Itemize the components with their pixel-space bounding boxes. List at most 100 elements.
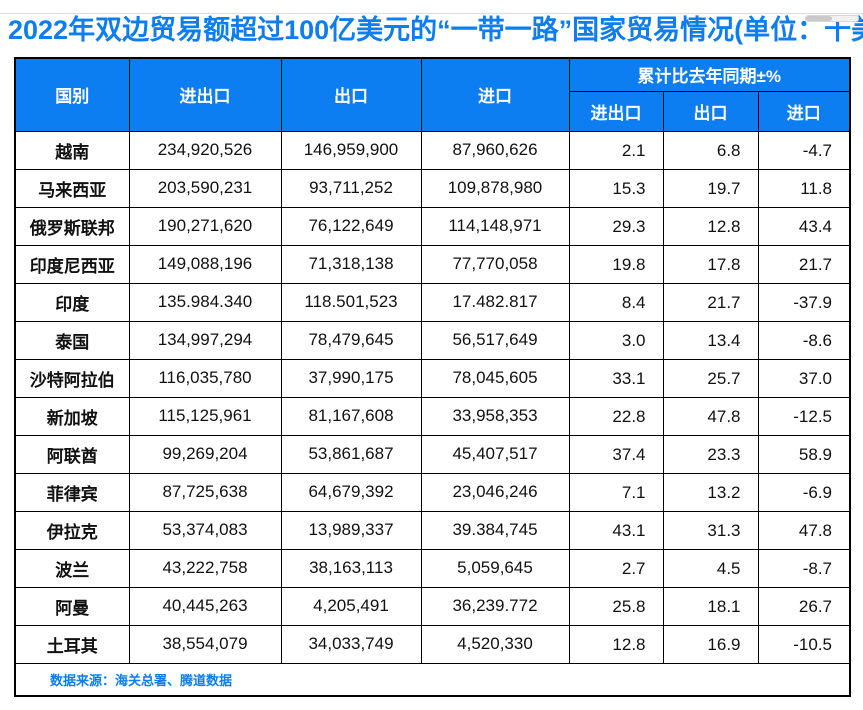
cell-yoy-imports: 21.7 <box>757 244 851 284</box>
source-note: 数据来源：海关总署、腾道数据 <box>14 662 851 697</box>
cell-yoy-total: 8.4 <box>568 282 664 322</box>
cell-yoy-exports: 13.4 <box>662 320 759 360</box>
cell-yoy-total: 29.3 <box>568 206 664 246</box>
cell-imports: 56,517,649 <box>420 320 570 360</box>
col-header-yoy-group: 累计比去年同期±% <box>568 57 851 92</box>
cell-yoy-exports: 16.9 <box>662 624 759 664</box>
table-row: 土耳其 38,554,079 34,033,749 4,520,330 12.8 16.9… <box>14 624 851 664</box>
cell-yoy-total: 43.1 <box>568 510 664 550</box>
cell-imports: 109,878,980 <box>420 168 570 208</box>
cell-yoy-exports: 19.7 <box>662 168 759 208</box>
cell-yoy-imports: -8.6 <box>757 320 851 360</box>
cell-exports: 13,989,337 <box>280 510 422 550</box>
cell-country: 沙特阿拉伯 <box>14 358 130 398</box>
cell-imports: 39.384,745 <box>420 510 570 550</box>
cell-exports: 4,205,491 <box>280 586 422 626</box>
cell-country: 土耳其 <box>14 624 130 664</box>
cell-exports: 118.501,523 <box>280 282 422 322</box>
cell-yoy-exports: 23.3 <box>662 434 759 474</box>
table-row: 印度 135.984.340 118.501,523 17.482.817 8.4 21.… <box>14 282 851 322</box>
table-row: 沙特阿拉伯 116,035,780 37,990,175 78,045,605 33.1… <box>14 358 851 398</box>
cell-yoy-imports: 11.8 <box>757 168 851 208</box>
cell-yoy-imports: 58.9 <box>757 434 851 474</box>
cell-country: 俄罗斯联邦 <box>14 206 130 246</box>
cell-total: 38,554,079 <box>128 624 282 664</box>
table-row: 俄罗斯联邦 190,271,620 76,122,649 114,148,971 29.… <box>14 206 851 246</box>
table-row: 泰国 134,997,294 78,479,645 56,517,649 3.0 13.4… <box>14 320 851 360</box>
cell-exports: 64,679,392 <box>280 472 422 512</box>
cell-yoy-imports: 37.0 <box>757 358 851 398</box>
table-row: 菲律宾 87,725,638 64,679,392 23,046,246 7.1 13.2… <box>14 472 851 512</box>
table-row: 印度尼西亚 149,088,196 71,318,138 77,770,058 19.8… <box>14 244 851 284</box>
cell-imports: 87,960,626 <box>420 130 570 170</box>
cell-yoy-imports: -8.7 <box>757 548 851 588</box>
cell-total: 115,125,961 <box>128 396 282 436</box>
cell-imports: 45,407,517 <box>420 434 570 474</box>
cell-exports: 38,163,113 <box>280 548 422 588</box>
cell-exports: 53,861,687 <box>280 434 422 474</box>
col-header-yoy-imports: 进口 <box>757 90 851 132</box>
cell-imports: 4,520,330 <box>420 624 570 664</box>
cell-yoy-exports: 31.3 <box>662 510 759 550</box>
cell-total: 87,725,638 <box>128 472 282 512</box>
cell-country: 印度 <box>14 282 130 322</box>
cell-yoy-imports: -6.9 <box>757 472 851 512</box>
table-row: 马来西亚 203,590,231 93,711,252 109,878,980 15.3… <box>14 168 851 208</box>
cell-yoy-exports: 13.2 <box>662 472 759 512</box>
cell-imports: 114,148,971 <box>420 206 570 246</box>
cell-country: 泰国 <box>14 320 130 360</box>
cell-exports: 78,479,645 <box>280 320 422 360</box>
cell-imports: 78,045,605 <box>420 358 570 398</box>
cell-country: 阿曼 <box>14 586 130 626</box>
cell-yoy-imports: -37.9 <box>757 282 851 322</box>
cell-yoy-exports: 21.7 <box>662 282 759 322</box>
cell-exports: 146,959,900 <box>280 130 422 170</box>
horizontal-scrollbar[interactable] <box>805 15 859 22</box>
cell-yoy-exports: 18.1 <box>662 586 759 626</box>
cell-total: 134,997,294 <box>128 320 282 360</box>
cell-total: 116,035,780 <box>128 358 282 398</box>
cell-yoy-total: 37.4 <box>568 434 664 474</box>
source-row: 数据来源：海关总署、腾道数据 <box>14 662 851 697</box>
cell-yoy-total: 2.7 <box>568 548 664 588</box>
cell-imports: 77,770,058 <box>420 244 570 284</box>
cell-yoy-total: 3.0 <box>568 320 664 360</box>
cell-yoy-imports: 43.4 <box>757 206 851 246</box>
cell-imports: 33,958,353 <box>420 396 570 436</box>
col-header-exports: 出口 <box>280 57 422 132</box>
cell-yoy-total: 15.3 <box>568 168 664 208</box>
cell-total: 99,269,204 <box>128 434 282 474</box>
table-row: 越南 234,920,526 146,959,900 87,960,626 2.1 6.8… <box>14 130 851 170</box>
cell-country: 马来西亚 <box>14 168 130 208</box>
cell-total: 234,920,526 <box>128 130 282 170</box>
cell-exports: 93,711,252 <box>280 168 422 208</box>
cell-yoy-imports: -4.7 <box>757 130 851 170</box>
cell-exports: 71,318,138 <box>280 244 422 284</box>
cell-country: 菲律宾 <box>14 472 130 512</box>
cell-yoy-total: 19.8 <box>568 244 664 284</box>
col-header-yoy-exports: 出口 <box>662 90 759 132</box>
cell-yoy-imports: -10.5 <box>757 624 851 664</box>
cell-country: 波兰 <box>14 548 130 588</box>
cell-country: 阿联酋 <box>14 434 130 474</box>
scrollbar-thumb[interactable] <box>806 16 832 21</box>
cell-yoy-total: 22.8 <box>568 396 664 436</box>
cell-yoy-exports: 17.8 <box>662 244 759 284</box>
cell-total: 203,590,231 <box>128 168 282 208</box>
cell-yoy-exports: 4.5 <box>662 548 759 588</box>
cell-total: 135.984.340 <box>128 282 282 322</box>
cell-total: 43,222,758 <box>128 548 282 588</box>
cell-yoy-total: 12.8 <box>568 624 664 664</box>
col-header-imports: 进口 <box>420 57 570 132</box>
table-row: 阿曼 40,445,263 4,205,491 36,239.772 25.8 18.1 2… <box>14 586 851 626</box>
col-header-yoy-total: 进出口 <box>568 90 664 132</box>
cell-exports: 37,990,175 <box>280 358 422 398</box>
cell-yoy-imports: 26.7 <box>757 586 851 626</box>
cell-exports: 76,122,649 <box>280 206 422 246</box>
col-header-total: 进出口 <box>128 57 282 132</box>
cell-yoy-imports: -12.5 <box>757 396 851 436</box>
cell-total: 53,374,083 <box>128 510 282 550</box>
cell-country: 越南 <box>14 130 130 170</box>
window-top-edge <box>0 13 863 14</box>
cell-yoy-total: 7.1 <box>568 472 664 512</box>
